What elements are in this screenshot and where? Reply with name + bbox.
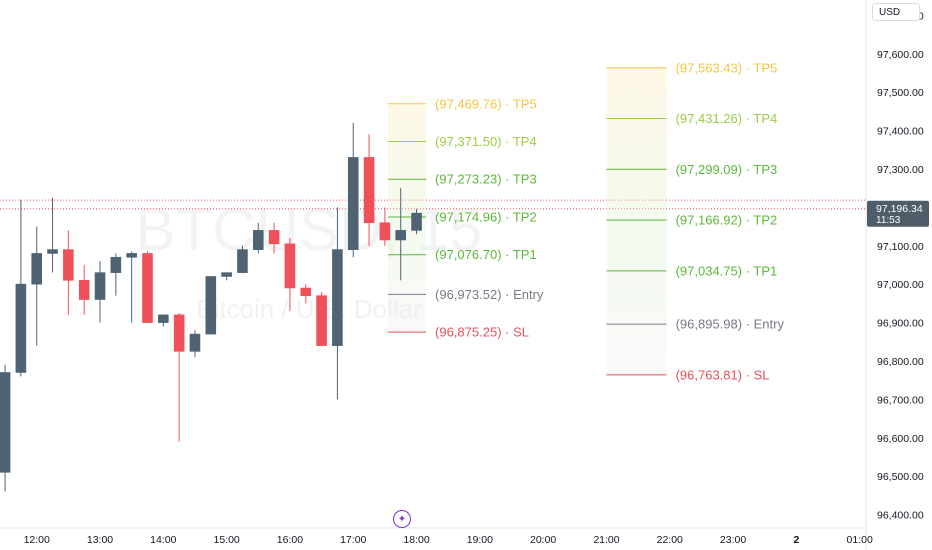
y-tick-label: 96,900.00 xyxy=(877,318,924,330)
candle-body-4[interactable] xyxy=(63,249,74,281)
level-label-0-3: (97,174.96) · TP2 xyxy=(435,209,537,224)
currency-selector[interactable]: USD xyxy=(872,3,920,21)
trade-zone-1 xyxy=(606,67,667,375)
level-label-1-0: (97,563.43) · TP5 xyxy=(676,60,778,75)
candle-body-24[interactable] xyxy=(379,222,391,241)
sparkle-icon[interactable]: ✦ xyxy=(393,510,411,528)
level-label-0-4: (97,076.70) · TP1 xyxy=(435,247,537,262)
last-price-tag xyxy=(867,200,929,227)
level-label-1-5: (96,895.98) · Entry xyxy=(676,317,785,332)
level-label-1-2: (97,299.09) · TP3 xyxy=(676,162,778,177)
x-tick-label: 01:00 xyxy=(847,534,873,546)
candle-body-12[interactable] xyxy=(189,333,201,352)
x-tick-label: 21:00 xyxy=(593,534,619,546)
x-tick-label: 15:00 xyxy=(213,534,239,546)
level-label-1-6: (96,763.81) · SL xyxy=(676,367,770,382)
candle-body-13[interactable] xyxy=(205,276,217,335)
last-price-countdown: 11:53 xyxy=(876,215,901,226)
candle-body-20[interactable] xyxy=(316,295,327,346)
candle-body-9[interactable] xyxy=(142,253,153,323)
candle-body-8[interactable] xyxy=(126,253,137,258)
level-label-0-6: (96,875.25) · SL xyxy=(435,325,529,340)
candle-body-14[interactable] xyxy=(221,272,232,277)
x-tick-label: 13:00 xyxy=(87,534,113,546)
x-tick-label: 20:00 xyxy=(530,534,556,546)
level-label-0-0: (97,469.76) · TP5 xyxy=(435,96,537,111)
level-label-1-1: (97,431.26) · TP4 xyxy=(676,111,778,126)
candle-body-25[interactable] xyxy=(395,230,407,241)
candle-body-0[interactable] xyxy=(0,372,11,473)
name-watermark: Bitcoin / U.S. Dollar xyxy=(196,294,422,324)
candle-body-18[interactable] xyxy=(284,243,296,289)
y-tick-label: 97,000.00 xyxy=(877,279,924,291)
y-tick-label: 96,400.00 xyxy=(877,510,924,522)
x-tick-label: 23:00 xyxy=(720,534,746,546)
y-tick-label: 96,500.00 xyxy=(877,471,924,483)
y-tick-label: 97,600.00 xyxy=(877,49,924,61)
candle-body-15[interactable] xyxy=(237,249,248,273)
x-tick-label: 19:00 xyxy=(467,534,493,546)
y-tick-label: 97,400.00 xyxy=(877,126,924,138)
candle-body-21[interactable] xyxy=(332,249,343,346)
candle-body-19[interactable] xyxy=(300,287,312,296)
candle-body-16[interactable] xyxy=(252,230,264,250)
candle-body-5[interactable] xyxy=(78,280,90,300)
candle-body-3[interactable] xyxy=(47,249,58,254)
candle-body-17[interactable] xyxy=(268,230,280,245)
candle-body-2[interactable] xyxy=(31,253,43,285)
y-tick-label: 97,500.00 xyxy=(877,87,924,99)
x-tick-label: 18:00 xyxy=(403,534,429,546)
y-tick-label: 97,300.00 xyxy=(877,164,924,176)
candle-body-23[interactable] xyxy=(363,157,375,224)
candle-body-22[interactable] xyxy=(347,157,359,250)
x-tick-label: 2 xyxy=(793,534,799,546)
currency-label: USD xyxy=(879,6,901,18)
symbol-watermark: BTCUSD, 15 xyxy=(136,196,483,263)
level-label-0-2: (97,273.23) · TP3 xyxy=(435,172,537,187)
x-tick-label: 12:00 xyxy=(24,534,50,546)
candle-body-26[interactable] xyxy=(411,212,422,231)
x-tick-label: 14:00 xyxy=(150,534,176,546)
level-label-1-4: (97,034.75) · TP1 xyxy=(676,263,778,278)
y-tick-label: 96,600.00 xyxy=(877,433,924,445)
x-tick-label: 22:00 xyxy=(657,534,683,546)
level-label-0-5: (96,973.52) · Entry xyxy=(435,287,544,302)
level-label-0-1: (97,371.50) · TP4 xyxy=(435,134,537,149)
candle-body-10[interactable] xyxy=(158,314,169,323)
candle-body-7[interactable] xyxy=(110,256,122,273)
candle-body-1[interactable] xyxy=(15,283,27,373)
candle-body-11[interactable] xyxy=(173,314,185,352)
last-price-value: 97,196.34 xyxy=(876,203,923,215)
y-tick-label: 97,100.00 xyxy=(877,241,924,253)
y-tick-label: 96,800.00 xyxy=(877,356,924,368)
x-tick-label: 16:00 xyxy=(277,534,303,546)
level-label-1-3: (97,166.92) · TP2 xyxy=(676,213,778,228)
x-tick-label: 17:00 xyxy=(340,534,366,546)
y-tick-label: 96,700.00 xyxy=(877,394,924,406)
candle-body-6[interactable] xyxy=(94,272,106,300)
